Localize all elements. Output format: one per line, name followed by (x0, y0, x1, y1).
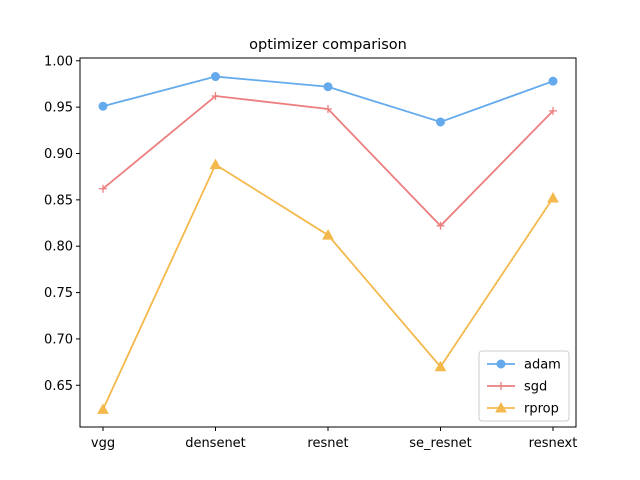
legend-marker (497, 382, 505, 390)
data-point (434, 360, 447, 372)
data-point (548, 76, 558, 86)
y-tick-label: 0.85 (44, 193, 73, 208)
data-point (549, 106, 557, 115)
series-line (102, 95, 554, 228)
x-tick-label: densenet (185, 436, 246, 451)
data-point (322, 229, 334, 240)
y-tick-label: 0.65 (44, 379, 73, 394)
data-point (209, 158, 222, 170)
y-tick-label: 0.90 (44, 147, 73, 162)
legend-label: adam (524, 358, 561, 373)
y-tick-label: 0.75 (44, 286, 73, 301)
x-tick-label: se_resnet (409, 436, 471, 451)
legend-label: sgd (524, 380, 547, 395)
data-point (97, 403, 109, 414)
legend-marker (495, 401, 507, 413)
data-point (211, 92, 220, 101)
data-point (98, 101, 108, 111)
legend-item: sgd (487, 380, 547, 395)
x-tick-label: resnext (529, 436, 578, 451)
legend-item: adam (487, 358, 561, 373)
y-tick-label: 0.95 (44, 101, 73, 116)
data-point (547, 191, 559, 203)
legend: adam sgd rprop (478, 350, 570, 422)
legend-marker (496, 359, 506, 369)
axes: 0.65 0.70 0.75 0.80 0.85 0.90 0.95 1.00 vgg dense… (44, 54, 577, 451)
series-sgd (99, 92, 557, 230)
plot-area (97, 72, 559, 414)
chart-title: optimizer comparison (249, 37, 407, 53)
data-point (99, 184, 107, 193)
y-tick-label: 1.00 (44, 54, 73, 69)
legend-label: rprop (524, 402, 559, 417)
x-tick-label: vgg (91, 436, 115, 451)
data-point (323, 82, 333, 92)
series-rprop (97, 158, 559, 414)
y-tick-label: 0.80 (44, 240, 73, 255)
data-point (436, 117, 445, 127)
y-tick-label: 0.70 (44, 332, 73, 347)
data-point (324, 104, 332, 113)
x-tick-label: resnet (307, 436, 348, 451)
data-point (436, 221, 445, 230)
data-point (211, 72, 220, 82)
series-adam (98, 72, 558, 127)
legend-item: rprop (487, 402, 559, 417)
